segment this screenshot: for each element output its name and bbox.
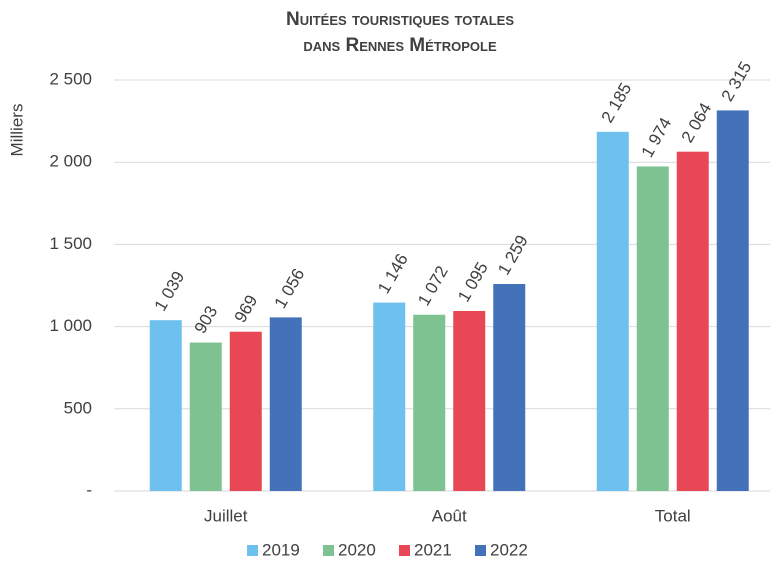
bar	[149, 320, 182, 491]
bar	[596, 131, 629, 491]
legend-swatch	[475, 545, 486, 556]
data-label: 1 146	[374, 250, 412, 296]
data-label: 2 064	[678, 100, 716, 146]
legend-label: 2019	[262, 540, 300, 559]
bar	[413, 314, 446, 491]
legend-label: 2022	[490, 540, 528, 559]
data-label: 1 974	[638, 114, 676, 160]
data-label: 2 185	[598, 80, 636, 126]
legend-swatch	[323, 545, 334, 556]
y-tick-label: 1 500	[49, 234, 92, 253]
bar	[373, 302, 406, 491]
data-label: 1 056	[271, 265, 309, 311]
bar	[189, 342, 222, 491]
data-label: 2 315	[718, 58, 756, 104]
legend-label: 2021	[414, 540, 452, 559]
y-tick-label: 500	[64, 398, 92, 417]
x-tick-label: Juillet	[204, 506, 248, 525]
data-label: 903	[191, 303, 222, 337]
y-axis-label: Milliers	[7, 104, 26, 157]
x-tick-label: Total	[655, 506, 691, 525]
chart-title: dans Rennes Métropole	[303, 35, 497, 56]
data-label: 1 072	[414, 263, 452, 309]
y-tick-label: 1 000	[49, 316, 92, 335]
x-tick-label: Août	[432, 506, 467, 525]
data-label: 1 039	[151, 268, 189, 314]
y-tick-label: 2 500	[49, 69, 92, 88]
bar	[636, 166, 669, 491]
legend-swatch	[247, 545, 258, 556]
legend-label: 2020	[338, 540, 376, 559]
bar	[269, 317, 302, 491]
bar	[716, 110, 749, 491]
bar	[453, 310, 486, 491]
bar	[676, 151, 709, 491]
y-tick-label: -	[86, 480, 92, 499]
bar	[493, 284, 526, 491]
data-label: 1 095	[454, 259, 492, 305]
chart-title: Nuitées touristiques totales	[286, 9, 514, 30]
legend-swatch	[399, 545, 410, 556]
data-label: 969	[231, 292, 262, 326]
bar	[229, 331, 262, 491]
data-label: 1 259	[494, 232, 532, 278]
y-tick-label: 2 000	[49, 152, 92, 171]
